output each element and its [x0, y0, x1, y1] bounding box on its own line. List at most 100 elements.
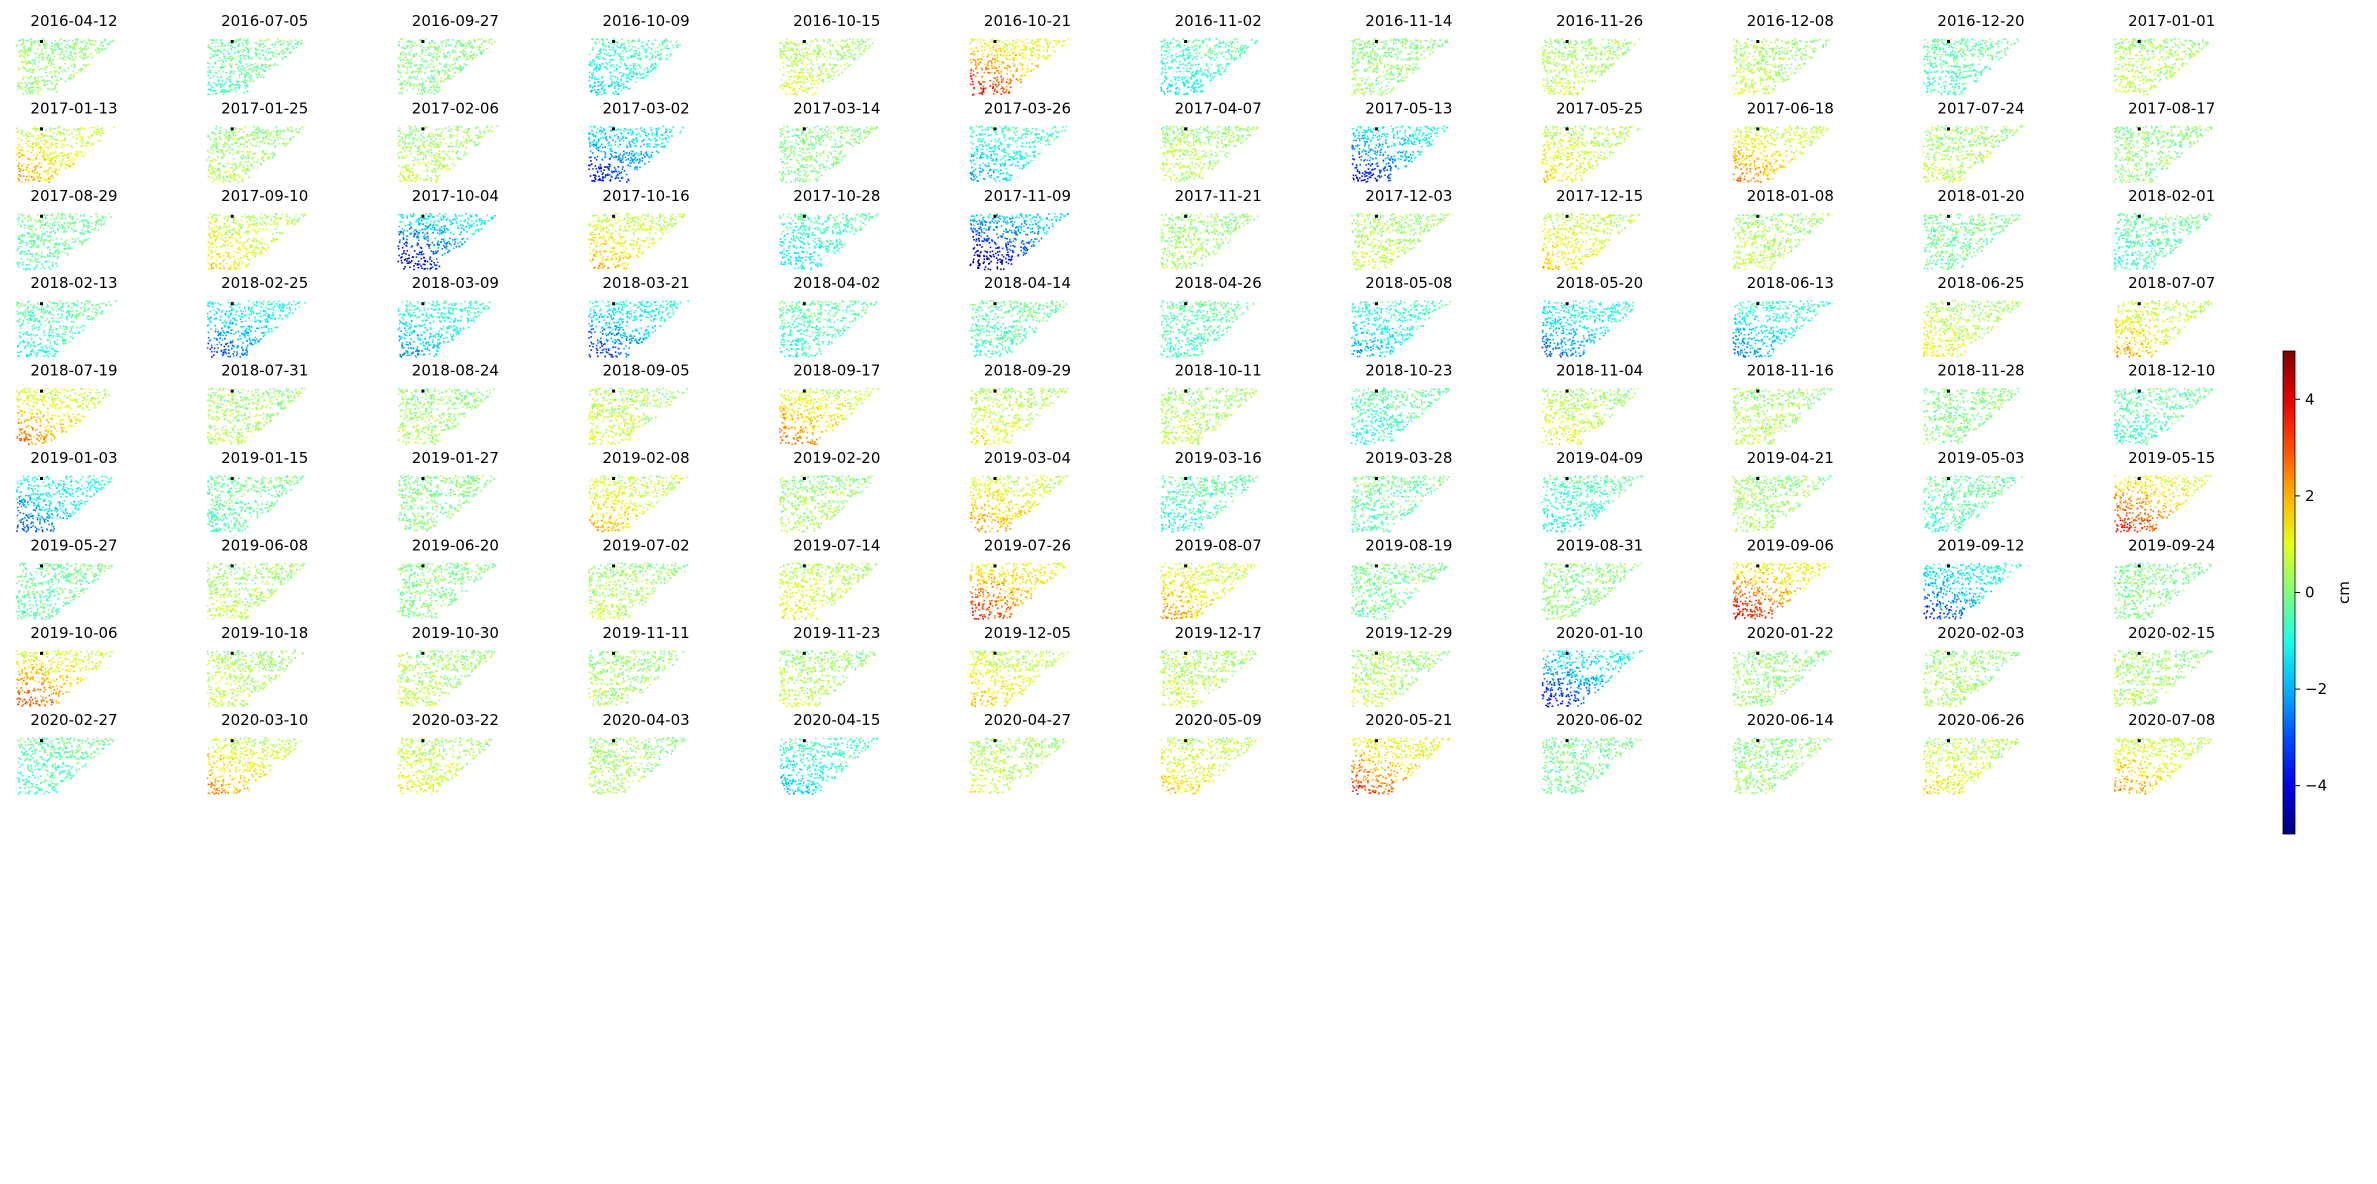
panel-2017-05-13: 2017-05-13 [1351, 99, 1452, 182]
panel-displacement-map [1733, 737, 1832, 794]
panel-title: 2020-05-21 [1365, 711, 1452, 729]
panel-displacement-map [779, 737, 878, 795]
panel-displacement-map [397, 38, 495, 95]
panel-2016-09-27: 2016-09-27 [397, 12, 499, 95]
panel-displacement-map [1923, 475, 2023, 532]
panel-title: 2018-06-13 [1747, 274, 1834, 292]
panel-displacement-map [1733, 213, 1830, 270]
panel-2019-08-19: 2019-08-19 [1351, 536, 1452, 619]
panel-displacement-map [970, 388, 1069, 445]
panel-title: 2019-07-14 [793, 536, 880, 554]
reference-point-marker [803, 564, 806, 567]
panel-2018-04-14: 2018-04-14 [970, 274, 1071, 358]
panel-displacement-map [398, 125, 499, 183]
panel-2018-07-07: 2018-07-07 [2114, 274, 2215, 358]
reference-point-marker [1566, 564, 1569, 567]
panel-displacement-map [1542, 213, 1640, 270]
panel-title: 2018-02-01 [2128, 187, 2215, 205]
panel-displacement-map [2114, 213, 2212, 270]
colorbar-unit-label: cm [2335, 581, 2353, 604]
reference-point-marker [1375, 127, 1378, 130]
reference-point-marker [994, 40, 997, 43]
panel-displacement-map [1924, 213, 2020, 270]
panel-displacement-map [207, 475, 304, 532]
panel-displacement-map [207, 213, 306, 270]
panel-displacement-map [207, 300, 306, 357]
panel-title: 2019-07-02 [603, 536, 690, 554]
panel-2019-11-11: 2019-11-11 [588, 624, 690, 707]
reference-point-marker [2138, 390, 2141, 393]
panel-title: 2019-08-19 [1365, 536, 1452, 554]
reference-point-marker [1566, 390, 1569, 393]
panel-title: 2017-04-07 [1175, 99, 1262, 117]
panel-displacement-map [588, 213, 686, 270]
panel-2018-07-31: 2018-07-31 [207, 362, 309, 446]
panel-displacement-map [588, 650, 684, 707]
reference-point-marker [803, 477, 806, 480]
panel-displacement-map [207, 563, 305, 620]
panel-title: 2017-10-28 [793, 187, 880, 205]
panel-2017-01-25: 2017-01-25 [207, 99, 309, 183]
panel-title: 2016-04-12 [30, 12, 117, 30]
panel-title: 2017-02-06 [412, 99, 499, 117]
reference-point-marker [612, 564, 615, 567]
panel-displacement-map [398, 562, 496, 619]
panel-title: 2019-09-12 [1937, 536, 2024, 554]
panel-title: 2018-04-14 [984, 274, 1071, 292]
panel-displacement-map [1160, 126, 1258, 183]
panel-2019-04-21: 2019-04-21 [1732, 449, 1834, 533]
panel-title: 2020-02-27 [30, 711, 117, 729]
panel-displacement-map [1351, 38, 1448, 96]
panel-2018-11-28: 2018-11-28 [1923, 362, 2024, 445]
panel-displacement-map [1923, 125, 2023, 183]
panel-displacement-map [1733, 562, 1830, 619]
reference-point-marker [2138, 302, 2141, 305]
panel-displacement-map [970, 562, 1065, 619]
panel-title: 2019-05-27 [30, 536, 117, 554]
panel-title: 2017-05-25 [1556, 99, 1643, 117]
panel-displacement-map [779, 213, 879, 270]
panel-title: 2018-02-13 [30, 274, 117, 292]
reference-point-marker [612, 390, 615, 393]
reference-point-marker [40, 477, 43, 480]
panel-title: 2019-03-16 [1175, 449, 1262, 467]
reference-point-marker [1756, 127, 1759, 130]
panel-title: 2019-03-04 [984, 449, 1071, 467]
panel-displacement-map [207, 38, 303, 95]
panel-2019-07-14: 2019-07-14 [779, 536, 881, 620]
reference-point-marker [1375, 739, 1378, 742]
colorbar: 420−2−4cm [2283, 351, 2353, 834]
panel-2019-10-18: 2019-10-18 [207, 624, 309, 708]
panel-2017-09-10: 2017-09-10 [207, 187, 308, 270]
panel-title: 2016-10-15 [793, 12, 880, 30]
panel-displacement-map [1733, 126, 1829, 183]
panel-title: 2019-06-20 [412, 536, 499, 554]
reference-point-marker [421, 739, 424, 742]
panel-title: 2018-10-11 [1175, 362, 1262, 380]
reference-point-marker [1947, 302, 1950, 305]
panel-title: 2016-10-21 [984, 12, 1071, 30]
panel-2018-08-24: 2018-08-24 [398, 362, 499, 446]
panel-displacement-map [779, 650, 876, 707]
reference-point-marker [231, 40, 234, 43]
panel-displacement-map [1923, 38, 2019, 95]
panel-title: 2019-02-08 [603, 449, 690, 467]
panel-title: 2017-11-09 [984, 187, 1071, 205]
panel-title: 2020-05-09 [1175, 711, 1262, 729]
panel-title: 2017-06-18 [1747, 99, 1834, 117]
colorbar-tick-label: 4 [2305, 390, 2315, 408]
reference-point-marker [612, 40, 615, 43]
panel-2017-06-18: 2017-06-18 [1733, 99, 1834, 182]
panel-displacement-map [970, 650, 1069, 707]
panel-displacement-map [1160, 213, 1258, 270]
reference-point-marker [612, 739, 615, 742]
panel-2018-02-01: 2018-02-01 [2114, 187, 2215, 270]
reference-point-marker [421, 40, 424, 43]
panel-title: 2020-02-15 [2128, 624, 2215, 642]
panel-title: 2020-06-02 [1556, 711, 1643, 729]
panel-2017-07-24: 2017-07-24 [1923, 99, 2025, 183]
panel-displacement-map [16, 213, 112, 270]
panel-2016-12-08: 2016-12-08 [1732, 12, 1834, 95]
panel-2017-03-26: 2017-03-26 [970, 99, 1072, 182]
panel-2017-10-16: 2017-10-16 [588, 187, 690, 270]
